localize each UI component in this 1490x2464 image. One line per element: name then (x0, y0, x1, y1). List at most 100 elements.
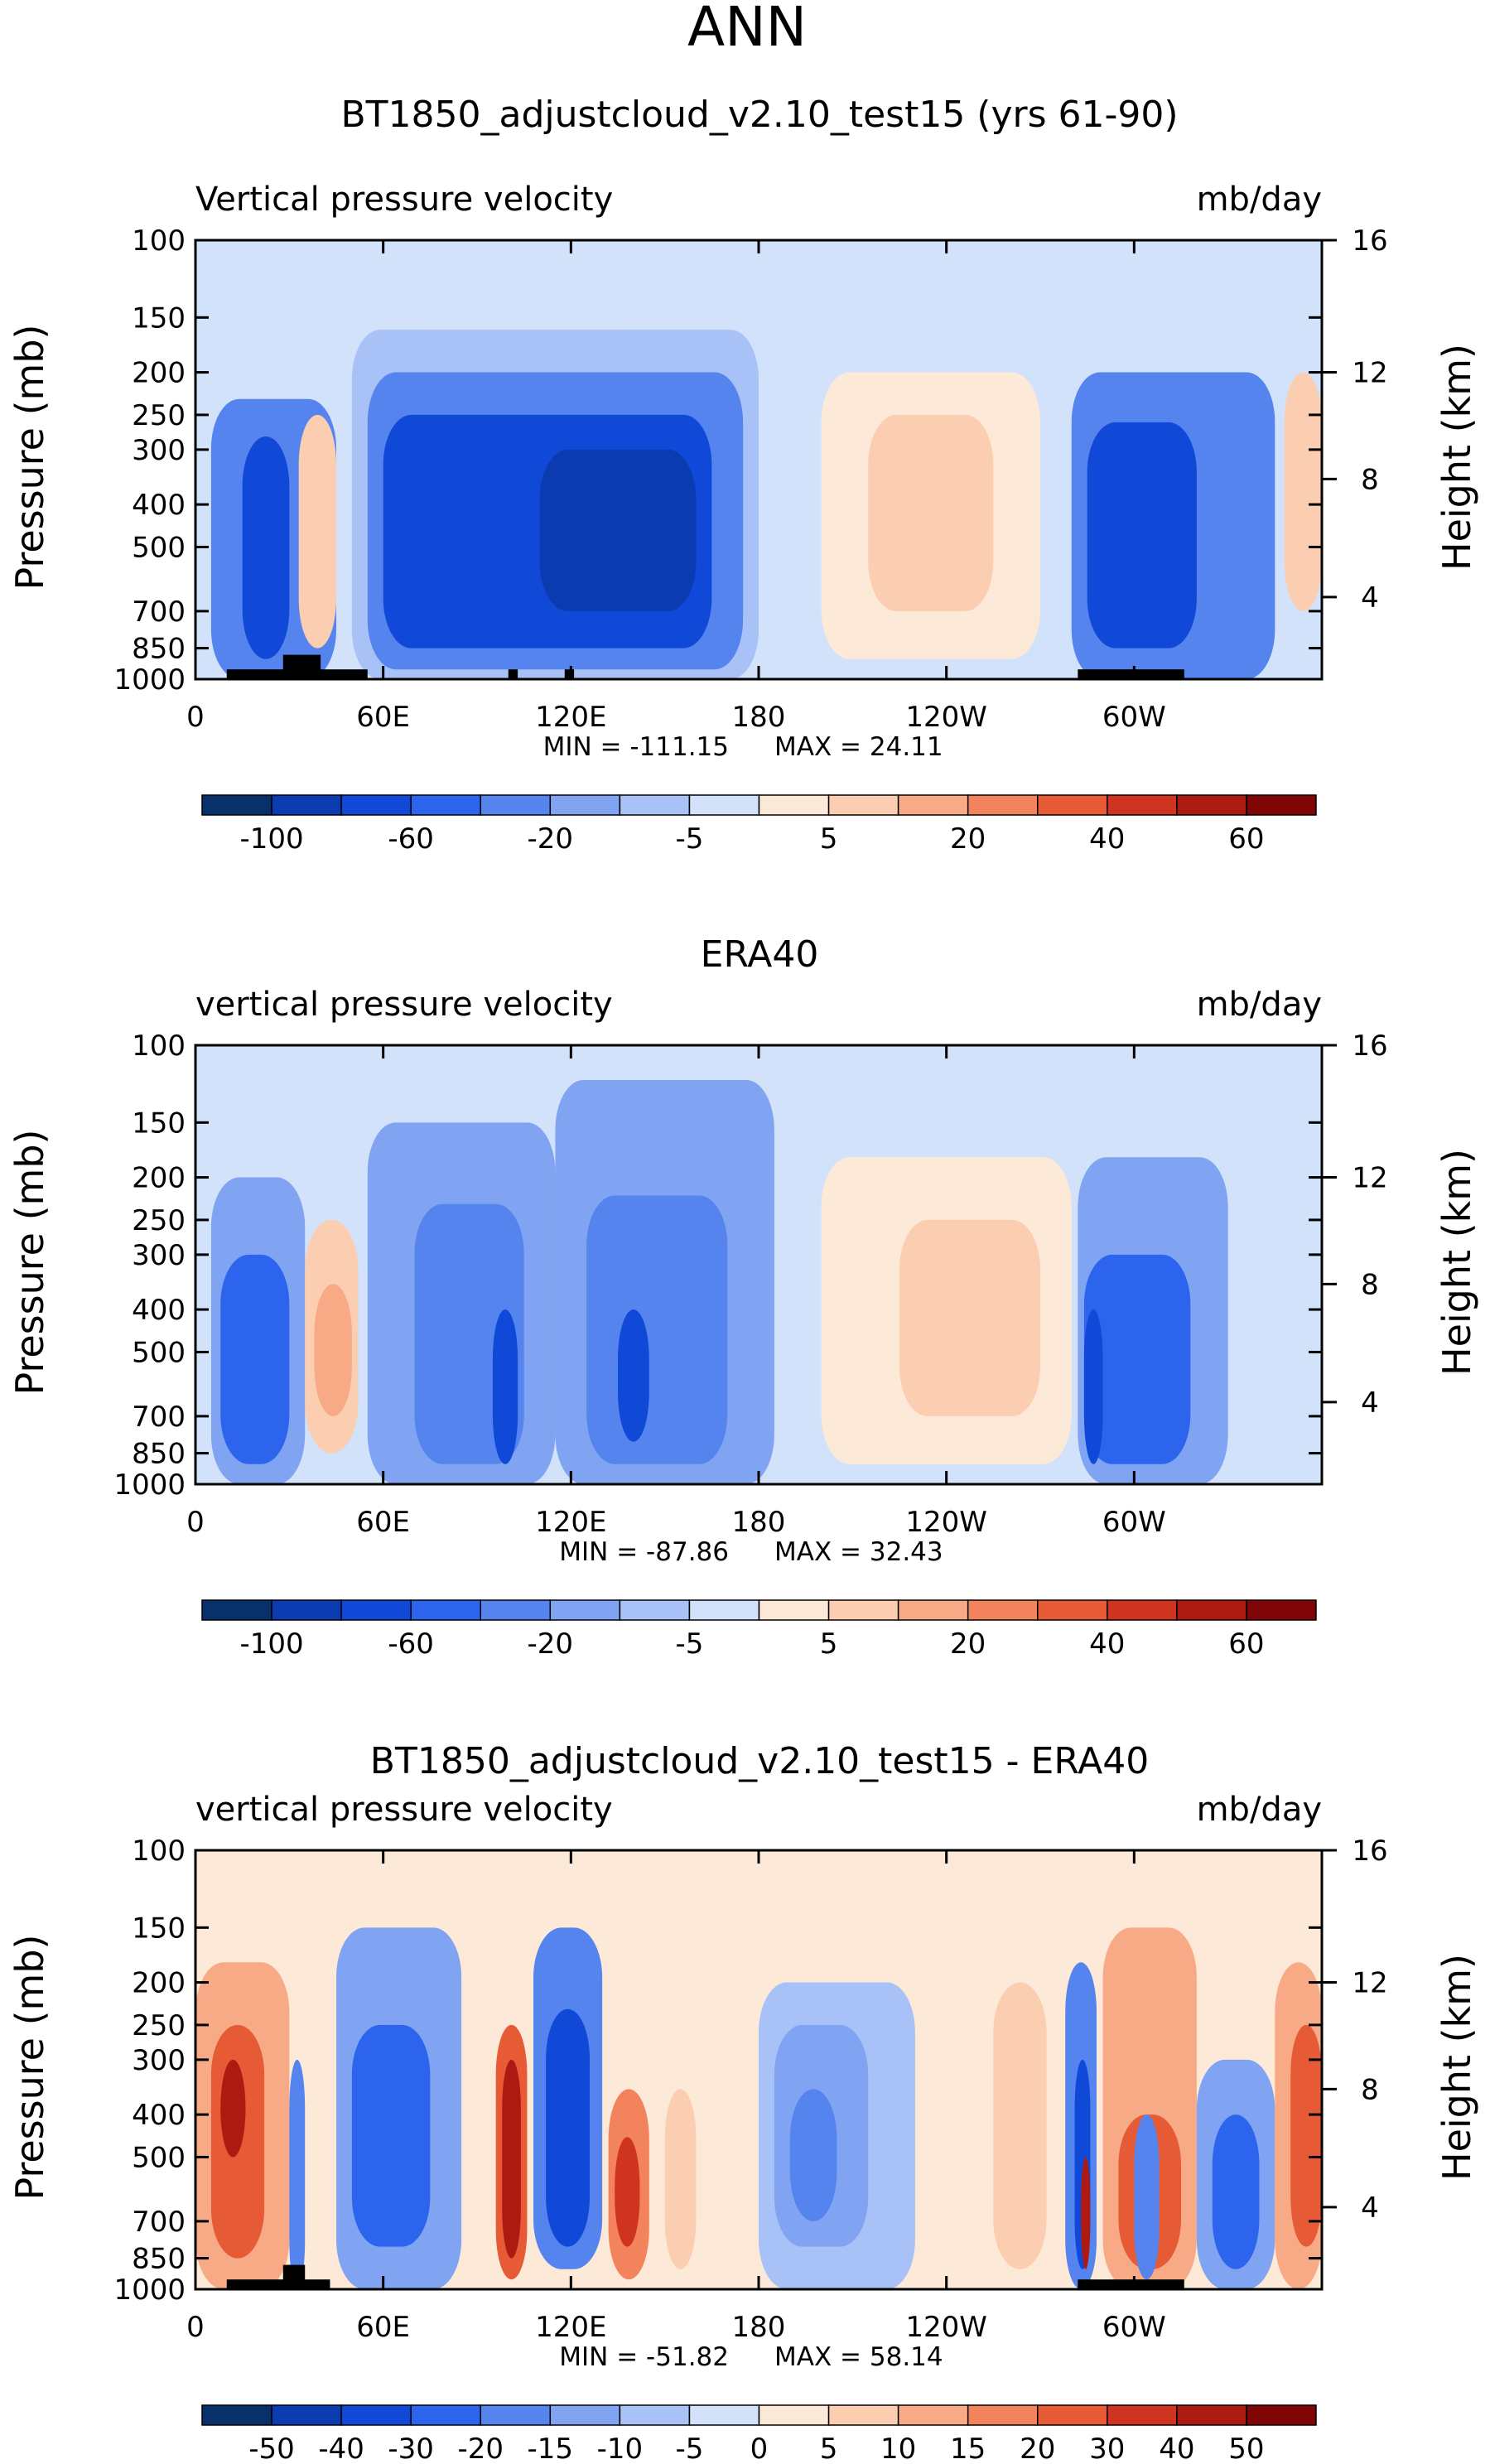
x-tick-label: 180 (732, 701, 786, 734)
colorbar-swatch (1176, 2404, 1247, 2426)
colorbar: -100 -60 -20 -5 5 20 40 60 (201, 1599, 1317, 1661)
colorbar-swatch (201, 2404, 272, 2426)
colorbar-label: -20 (528, 822, 574, 856)
y-tick-label: 400 (132, 2099, 186, 2132)
colorbar-label: 60 (1228, 822, 1264, 856)
height-tick-label: 16 (1352, 224, 1387, 258)
page-title: ANN (687, 0, 807, 59)
x-tick-label: 120W (905, 1506, 987, 1539)
colorbar-swatch (480, 794, 552, 816)
height-tick-label: 12 (1352, 357, 1387, 390)
height-tick-label: 4 (1361, 1386, 1379, 1420)
y-tick-label: 150 (132, 301, 186, 335)
colorbar-swatch (340, 794, 412, 816)
x-tick-label: 0 (186, 1506, 205, 1539)
colorbar-swatch (1037, 794, 1108, 816)
x-tick-label: 180 (732, 2311, 786, 2344)
colorbar-swatch (271, 2404, 342, 2426)
y-tick-label: 300 (132, 2044, 186, 2077)
colorbar-label: 0 (750, 2433, 769, 2464)
x-tick-label: 0 (186, 2311, 205, 2344)
y-tick-label: 700 (132, 596, 186, 629)
colorbar-swatch (549, 1599, 621, 1621)
colorbar-label: -5 (675, 822, 703, 856)
colorbar-swatch (1037, 1599, 1108, 1621)
y-tick-label: 400 (132, 489, 186, 522)
contour-region (289, 2059, 306, 2289)
contour-region (314, 1284, 352, 1416)
contour-region (1083, 1254, 1191, 1464)
colorbar-swatch (340, 2404, 412, 2426)
y-tick-label: 850 (132, 1438, 186, 1471)
y-tick-label: 300 (132, 434, 186, 467)
y-tick-label: 850 (132, 633, 186, 666)
contour-region (298, 414, 336, 649)
y-tick-label: 250 (132, 1204, 186, 1237)
colorbar-swatch (201, 1599, 272, 1621)
colorbar-swatch (1107, 1599, 1178, 1621)
y-tick-label: 200 (132, 357, 186, 390)
y-tick-label: 200 (132, 1967, 186, 2000)
y-tick-label: 100 (132, 1835, 186, 1868)
colorbar-label: -20 (457, 2433, 504, 2464)
y-tick-label: 100 (132, 1029, 186, 1063)
colorbar-swatch (967, 1599, 1039, 1621)
colorbar-label: 5 (820, 822, 838, 856)
contour-region (539, 449, 697, 611)
max-label: MAX = 58.14 (774, 2342, 943, 2372)
contour-region (1134, 2114, 1160, 2280)
colorbar-label: 50 (1228, 2433, 1264, 2464)
colorbar-label: 20 (1020, 2433, 1055, 2464)
topography-mask (1078, 669, 1135, 679)
colorbar-swatch (619, 2404, 691, 2426)
variable-label: Vertical pressure velocity (195, 181, 613, 219)
colorbar-swatch (967, 2404, 1039, 2426)
colorbar-label: -60 (388, 1627, 434, 1661)
colorbar-label: -15 (528, 2433, 574, 2464)
colorbar-label: 40 (1089, 822, 1125, 856)
colorbar: -100 -60 -20 -5 5 20 40 60 (201, 794, 1317, 856)
x-tick-label: 60W (1102, 2311, 1166, 2344)
colorbar-label: 20 (950, 1627, 986, 1661)
colorbar-label: 60 (1228, 1627, 1264, 1661)
contour-region (899, 1219, 1040, 1416)
y-tick-label: 500 (132, 2141, 186, 2174)
y-tick-label: 1000 (113, 663, 186, 697)
height-tick-label: 16 (1352, 1835, 1387, 1868)
height-tick-label: 4 (1361, 581, 1379, 615)
colorbar-swatch (688, 794, 760, 816)
colorbar-swatch (1176, 1599, 1247, 1621)
colorbar-swatch (480, 2404, 552, 2426)
colorbar-swatch (897, 1599, 969, 1621)
colorbar-swatch (480, 1599, 552, 1621)
contour-region (1081, 2157, 1091, 2269)
topography-mask (1134, 2279, 1184, 2289)
contour-region (220, 2059, 246, 2158)
y-tick-label: 700 (132, 1401, 186, 1434)
colorbar-swatch (1037, 2404, 1108, 2426)
colorbar-label: -10 (597, 2433, 644, 2464)
colorbar-swatch (1246, 794, 1317, 816)
y-tick-label: 500 (132, 1336, 186, 1369)
y-tick-label: 500 (132, 531, 186, 564)
x-tick-label: 60E (356, 1506, 410, 1539)
x-tick-label: 60E (356, 2311, 410, 2344)
colorbar-swatch (549, 794, 621, 816)
contour-field (210, 1079, 1228, 1484)
colorbar-swatch (410, 794, 481, 816)
contour-field (210, 330, 1322, 679)
contour-region (789, 2089, 837, 2221)
colorbar-swatch (1107, 2404, 1178, 2426)
contour-region (868, 414, 994, 611)
contour-region (220, 1254, 290, 1464)
units-label: mb/day (1197, 1791, 1322, 1829)
colorbar-label: -60 (388, 822, 434, 856)
colorbar-swatch (897, 2404, 969, 2426)
units-label: mb/day (1197, 181, 1322, 219)
colorbar-label: 5 (820, 1627, 838, 1661)
colorbar-label: 30 (1089, 2433, 1125, 2464)
colorbar-swatch (688, 1599, 760, 1621)
colorbar-label: 10 (880, 2433, 916, 2464)
max-label: MAX = 32.43 (774, 1537, 943, 1567)
